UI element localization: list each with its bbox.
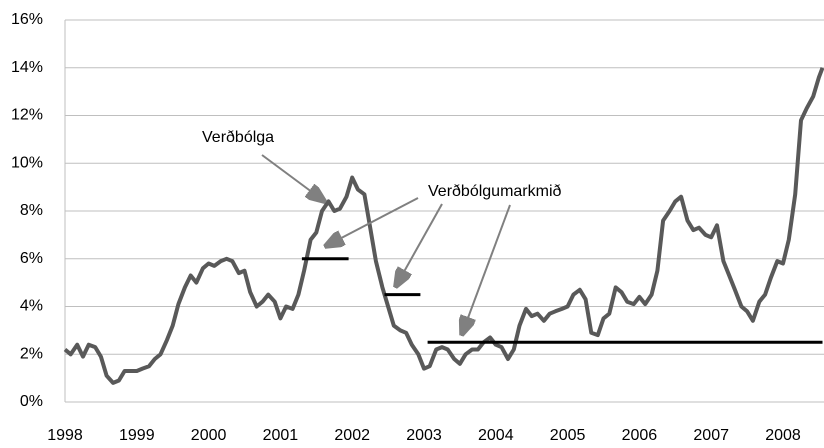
- x-tick-label: 1999: [119, 427, 155, 444]
- y-tick-label: 6%: [20, 250, 43, 267]
- x-tick-label: 2003: [406, 427, 442, 444]
- line-series: [301, 257, 823, 344]
- x-tick-label: 1998: [47, 427, 83, 444]
- y-tick-label: 4%: [20, 298, 43, 315]
- y-tick-label: 10%: [11, 154, 43, 171]
- annotation-label: Verðbólga: [202, 129, 274, 146]
- x-tick-label: 2006: [622, 427, 658, 444]
- arrow: [396, 203, 443, 286]
- line-series: [63, 67, 824, 385]
- y-tick-label: 8%: [20, 202, 43, 219]
- y-tick-label: 14%: [11, 59, 43, 76]
- plot: [63, 67, 824, 385]
- arrow: [462, 204, 511, 334]
- annotation-label: Verðbólgumarkmið: [428, 183, 562, 200]
- y-tick-label: 12%: [11, 107, 43, 124]
- y-tick-label: 0%: [20, 393, 43, 410]
- y-tick-label: 2%: [20, 345, 43, 362]
- arrow: [261, 154, 324, 201]
- annotations: [261, 154, 511, 334]
- y-tick-label: 16%: [11, 11, 43, 28]
- x-tick-label: 2001: [263, 427, 299, 444]
- grid: [65, 19, 824, 403]
- x-tick-label: 2005: [550, 427, 586, 444]
- x-tick-label: 2000: [191, 427, 227, 444]
- x-tick-label: 2002: [334, 427, 370, 444]
- x-tick-label: 2008: [765, 427, 801, 444]
- x-tick-label: 2004: [478, 427, 514, 444]
- x-tick-label: 2007: [693, 427, 729, 444]
- arrow: [326, 197, 419, 246]
